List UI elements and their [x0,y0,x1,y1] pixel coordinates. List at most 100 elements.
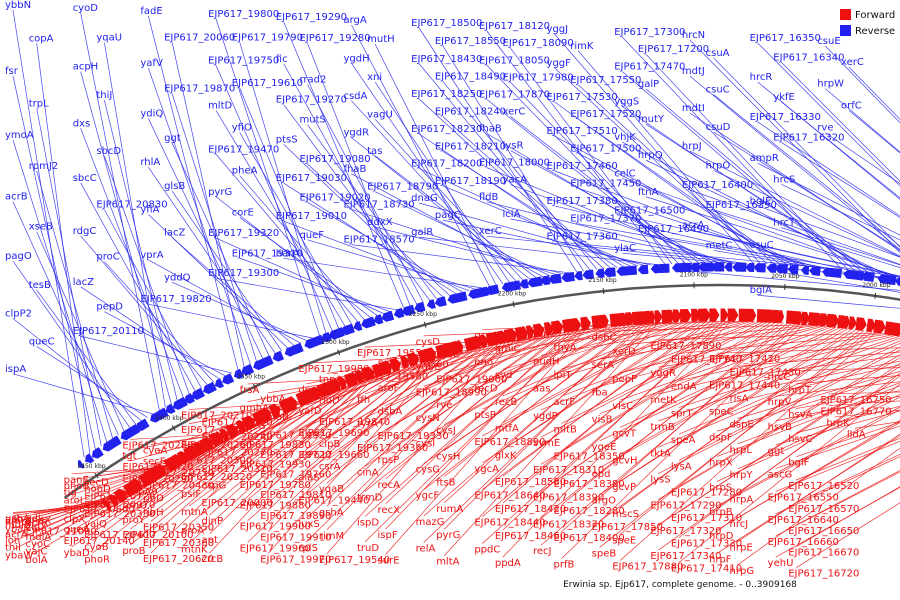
gene-connector-line [716,385,900,457]
gene-label: EJP617_16660 [768,537,839,548]
gene-label: EJP617_20720 [84,492,155,503]
reverse-gene-arrow [826,267,840,278]
gene-label: rlsA [730,394,749,405]
gene-label: ybaD [64,548,90,559]
gene-label: EJP617_17980 [503,72,574,83]
gene-connector-line [423,322,655,543]
gene-label: EJP617_18370 [533,519,604,530]
gene-label: rve [817,123,833,134]
gene-connector-line [658,375,900,551]
gene-connector-line [775,381,900,397]
gene-label: EJP617_19790 [232,32,303,43]
forward-gene-arrow [107,494,119,508]
forward-gene-arrow [895,322,900,337]
gene-connector-line [561,321,756,397]
gene-label: EJP617_19760 [260,470,331,481]
gene-label: xni [367,72,382,83]
forward-gene-arrow [245,415,254,429]
gene-connector-line [716,364,900,406]
gene-label: EJP617_20220 [202,417,273,428]
gene-connector-line [502,320,699,450]
gene-label: amiC [495,344,521,355]
axis-tick [512,301,515,308]
gene-label: mltA [436,557,459,568]
gene-connector-line [12,373,154,415]
gene-connector-line [713,209,900,269]
reverse-gene-arrow [882,274,894,285]
gene-label: EJP617_18310 [533,465,604,476]
gene-label: rluD [319,395,340,406]
gene-label: pagC [435,210,461,221]
gene-label: visB [592,415,613,426]
legend: Forward Reverse [840,9,895,37]
gene-label: EJP617_18190 [435,176,506,187]
forward-gene-arrow [844,315,850,329]
gene-connector-line [92,441,225,530]
gene-connector-line [71,435,236,548]
gene-connector-line [104,261,214,383]
gene-label: EJP617_16330 [750,112,821,123]
gene-connector-line [247,364,416,480]
reverse-gene-arrow [406,304,415,315]
gene-connector-line [267,359,436,532]
gene-label: aas [533,384,550,395]
gene-connector-line [351,244,571,274]
gene-label: lldA [847,429,866,440]
gene-connector-line [781,227,900,266]
gene-label: hrcN [682,30,705,41]
gene-label: EJP617_17450 [570,178,641,189]
gene-connector-line [364,332,558,467]
gene-label: EJP617_16520 [788,481,859,492]
reverse-gene-arrow [835,268,843,279]
forward-gene-arrow [830,314,838,328]
gene-label: EJP617_18490 [435,71,506,82]
gene-label: EJP617_19900 [240,522,311,533]
reverse-gene-arrow [284,346,294,357]
gene-connector-line [622,141,883,275]
gene-label: hsvA [788,410,812,421]
gene-label: surE [378,556,400,567]
forward-gene-arrow [132,478,142,492]
gene-label: yafV [140,58,163,69]
gene-label: EJP617_19320 [208,228,279,239]
gene-label: frsA [240,385,260,396]
forward-gene-arrow [848,316,857,330]
gene-label: hrpV [768,397,792,408]
gene-connector-line [482,320,728,544]
gene-connector-line [215,237,385,315]
gene-connector-line [148,166,276,354]
gene-connector-line [215,154,359,323]
axis-tick-label: 2250 kbp [409,311,437,318]
reverse-gene-arrow [460,291,468,301]
gene-connector-line [326,352,459,395]
gene-label: yggR [650,368,676,379]
gene-label: EJP617_20320 [181,472,252,483]
gene-connector-line [247,360,432,521]
forward-gene-arrow [525,325,535,339]
gene-label: ptsP [474,410,496,421]
gene-label: hrcQ [682,261,706,272]
gene-label: queF [299,230,324,241]
gene-label: ptrA [533,329,554,340]
gene-label: clpB [319,439,341,450]
gene-connector-line [781,271,900,293]
forward-gene-arrow [507,328,516,343]
gene-label: xerC [503,106,526,117]
forward-gene-arrow [235,419,246,434]
reverse-gene-arrow [210,381,217,391]
gene-label: EJP617_19870 [164,83,235,94]
reverse-gene-arrow [813,266,820,276]
gene-label: EJP617_19910 [260,532,331,543]
reverse-gene-arrow [711,262,722,272]
gene-label: yehU [768,558,794,569]
gene-label: ykfE [773,92,795,103]
gene-label: orfC [841,100,862,111]
reverse-gene-arrow [245,364,254,374]
gene-connector-line [268,368,405,450]
gene-label: ftsB [436,478,455,489]
gene-connector-line [423,327,598,362]
gene-label: ribD [143,494,164,505]
gene-connector-line [418,63,591,271]
gene-connector-line [737,360,900,393]
